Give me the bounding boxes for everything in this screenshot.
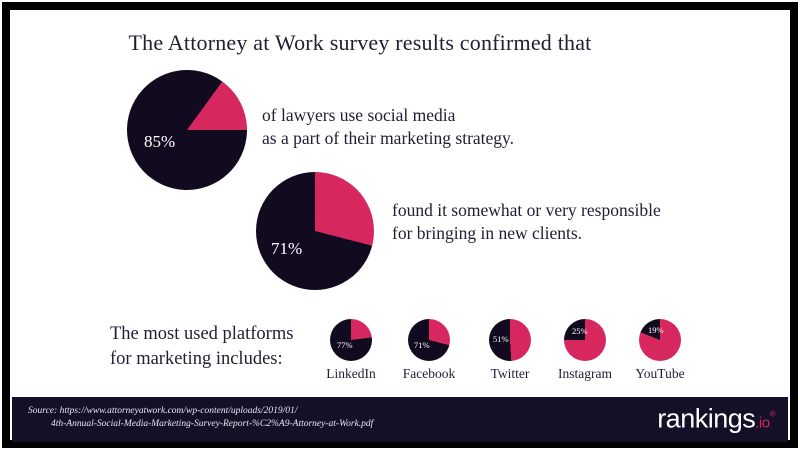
pie-disc <box>564 319 606 361</box>
pie-value-label: 25% <box>572 326 588 336</box>
pie-value-label: 77% <box>337 340 353 350</box>
pie-disc <box>103 46 271 214</box>
logo-tld: .io <box>755 413 770 431</box>
pie-chart-71-percent: 71% <box>256 172 374 290</box>
pie-chart-instagram: 25% <box>564 319 606 361</box>
caption-social-media-usage: of lawyers use social media as a part of… <box>262 104 514 150</box>
pie-value-label: 71% <box>271 239 303 258</box>
caption-line: of lawyers use social media <box>262 105 456 125</box>
pie-chart-twitter: 51% <box>489 319 531 361</box>
platform-label-twitter: Twitter <box>490 366 530 381</box>
source-citation: Source: https://www.attorneyatwork.com/w… <box>28 405 373 431</box>
rankings-io-logo: rankings .io ® <box>657 403 775 434</box>
pie-value-label: 85% <box>144 132 176 151</box>
pie-disc <box>256 172 374 290</box>
pie-disc <box>330 319 372 361</box>
platforms-heading-line: The most used platforms <box>110 324 294 344</box>
caption-line: found it somewhat or very responsible <box>392 200 661 220</box>
platforms-heading: The most used platforms for marketing in… <box>110 322 293 372</box>
pie-chart-linkedin: 77% <box>330 319 372 361</box>
footer-bar: Source: https://www.attorneyatwork.com/w… <box>12 397 788 442</box>
pie-disc <box>408 319 450 361</box>
pie-disc <box>489 319 531 361</box>
slide-title: The Attorney at Work survey results conf… <box>128 30 592 55</box>
source-line-1: Source: https://www.attorneyatwork.com/w… <box>28 406 298 416</box>
pie-value-label: 51% <box>493 334 509 344</box>
pie-chart-85-percent: 85% <box>103 46 271 214</box>
platform-label-facebook: Facebook <box>402 366 456 381</box>
platforms-heading-line: for marketing includes: <box>110 349 283 369</box>
platform-label-youtube: YouTube <box>635 366 685 381</box>
pie-value-label: 71% <box>414 340 430 350</box>
caption-line: for bringing in new clients. <box>392 223 583 243</box>
caption-line: as a part of their marketing strategy. <box>262 128 515 148</box>
platform-label-linkedin: LinkedIn <box>326 366 376 381</box>
pie-chart-facebook: 71% <box>408 319 450 361</box>
pie-chart-youtube: 19% <box>639 319 681 361</box>
pie-value-label: 19% <box>648 325 664 335</box>
logo-wordmark: rankings <box>657 402 756 433</box>
registered-trademark-icon: ® <box>769 408 776 418</box>
source-line-2: 4th-Annual-Social-Media-Marketing-Survey… <box>51 419 374 429</box>
pie-disc <box>639 319 681 361</box>
platform-label-instagram: Instagram <box>558 366 612 381</box>
caption-new-clients: found it somewhat or very responsible fo… <box>392 199 661 245</box>
